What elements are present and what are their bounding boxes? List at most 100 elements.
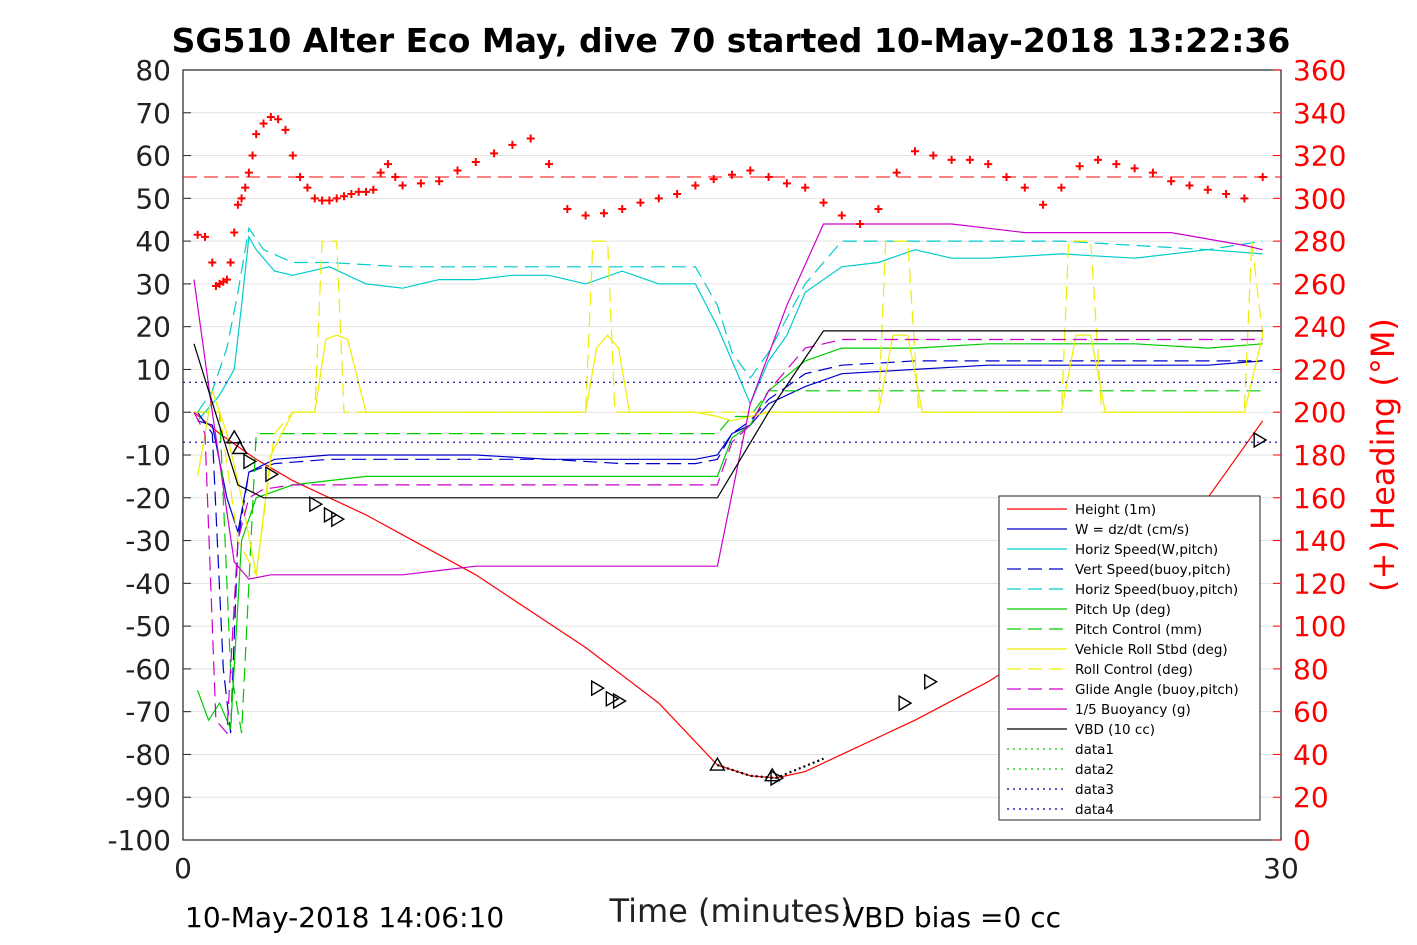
series-buoy-line [193,223,1263,580]
legend-entry: Horiz Speed(W,pitch) [1075,542,1218,558]
x-tick-label: 0 [174,852,192,885]
heading-point [746,166,755,175]
legend-entry: Vehicle Roll Stbd (deg) [1075,642,1228,658]
right-tick-label: 260 [1293,268,1346,301]
heading-point [947,155,956,164]
heading-point [281,125,290,134]
right-tick-label: 100 [1293,610,1346,643]
legend-entry: Pitch Control (mm) [1075,622,1202,638]
legend-entry: Vert Speed(buoy,pitch) [1075,562,1231,578]
right-tick-label: 340 [1293,97,1346,130]
heading-point [435,177,444,186]
series-vbd-line [193,330,1263,499]
heading-point [526,134,535,143]
heading-point [1094,155,1102,164]
triangle-marker [323,506,338,524]
heading-point [310,194,319,203]
legend: Height (1m) W = dz/dt (cm/s) Horiz Speed(W… [998,495,1261,821]
heading-point [691,181,700,190]
heading-point [354,187,363,196]
heading-point [618,205,627,214]
left-tick-label: -100 [107,824,171,857]
triangle-marker [612,692,627,710]
left-tick-label: 30 [135,268,171,301]
triangle-marker [309,495,324,513]
heading-point [673,190,682,199]
legend-entry: 1/5 Buoyancy (g) [1075,702,1191,718]
left-tick-label: -10 [125,439,171,472]
legend-entry: data4 [1075,802,1114,818]
heading-point [248,151,257,160]
right-tick-label: 240 [1293,311,1346,344]
left-tick-label: -70 [125,696,171,729]
left-tick-label: -80 [125,738,171,771]
left-tick-label: -20 [125,482,171,515]
right-tick-label: 160 [1293,482,1346,515]
right-tick-label: 60 [1293,696,1329,729]
heading-point [1075,162,1084,171]
right-tick-label: 300 [1293,182,1346,215]
legend-entry: Glide Angle (buoy,pitch) [1075,682,1239,698]
left-y-axis-ticks: 80 70 60 50 40 30 20 10 0 -10 -20 -30 -40 -50 -60 -70 -8… [107,54,191,857]
heading-point [226,258,235,267]
right-tick-label: 180 [1293,439,1346,472]
left-tick-label: 0 [153,396,171,429]
legend-entry: Horiz Speed(buoy,pitch) [1075,582,1238,598]
heading-point [369,185,378,194]
footer-timestamp: 10-May-2018 14:06:10 [185,901,504,934]
triangle-marker [924,673,939,690]
heading-point [764,172,773,181]
right-tick-label: 120 [1293,567,1346,600]
heading-point [318,196,327,205]
heading-point [581,211,590,220]
series-glide-line [193,338,1263,735]
triangle-marker [590,679,605,697]
heading-point [782,179,791,188]
heading-point [984,160,993,169]
grid-lines [183,112,1281,798]
heading-point [545,160,553,169]
heading-point [1167,177,1176,186]
heading-point [819,198,828,207]
heading-point [1002,172,1011,181]
heading-point [965,155,974,164]
triangle-marker [231,440,248,455]
left-tick-label: 60 [135,140,171,173]
series-horiz_w-line [197,234,1263,422]
heading-point [383,160,392,169]
heading-point [1020,183,1029,192]
heading-point [599,209,608,218]
heading-point [416,179,425,188]
heading-point [193,230,202,239]
legend-entry: Height (1m) [1075,502,1156,518]
heading-point [200,232,209,241]
heading-point [636,198,645,207]
heading-point [1039,200,1048,209]
series-pitch_ctrl-line [194,390,1263,734]
heading-point [266,113,275,122]
heading-point [508,140,517,149]
heading-point [874,205,883,214]
right-tick-label: 140 [1293,525,1346,558]
heading-point [325,196,334,205]
legend-entry: data1 [1075,742,1114,758]
heading-point [563,205,572,214]
heading-point [288,151,297,160]
heading-point [654,194,663,203]
left-tick-label: -60 [125,653,171,686]
legend-entry: VBD (10 cc) [1075,722,1155,738]
heading-point [274,115,283,124]
heading-point [391,172,400,181]
left-tick-label: -50 [125,610,171,643]
left-tick-label: 40 [135,225,171,258]
triangle-marker [770,769,785,787]
heading-point [801,183,810,192]
heading-point [347,190,356,199]
right-tick-label: 200 [1293,396,1346,429]
chart-title: SG510 Alter Eco May, dive 70 started 10-… [172,21,1291,60]
left-tick-label: -90 [125,781,171,814]
triangle-marker [605,690,620,708]
left-tick-label: 80 [135,54,171,87]
heading-point [241,183,250,192]
